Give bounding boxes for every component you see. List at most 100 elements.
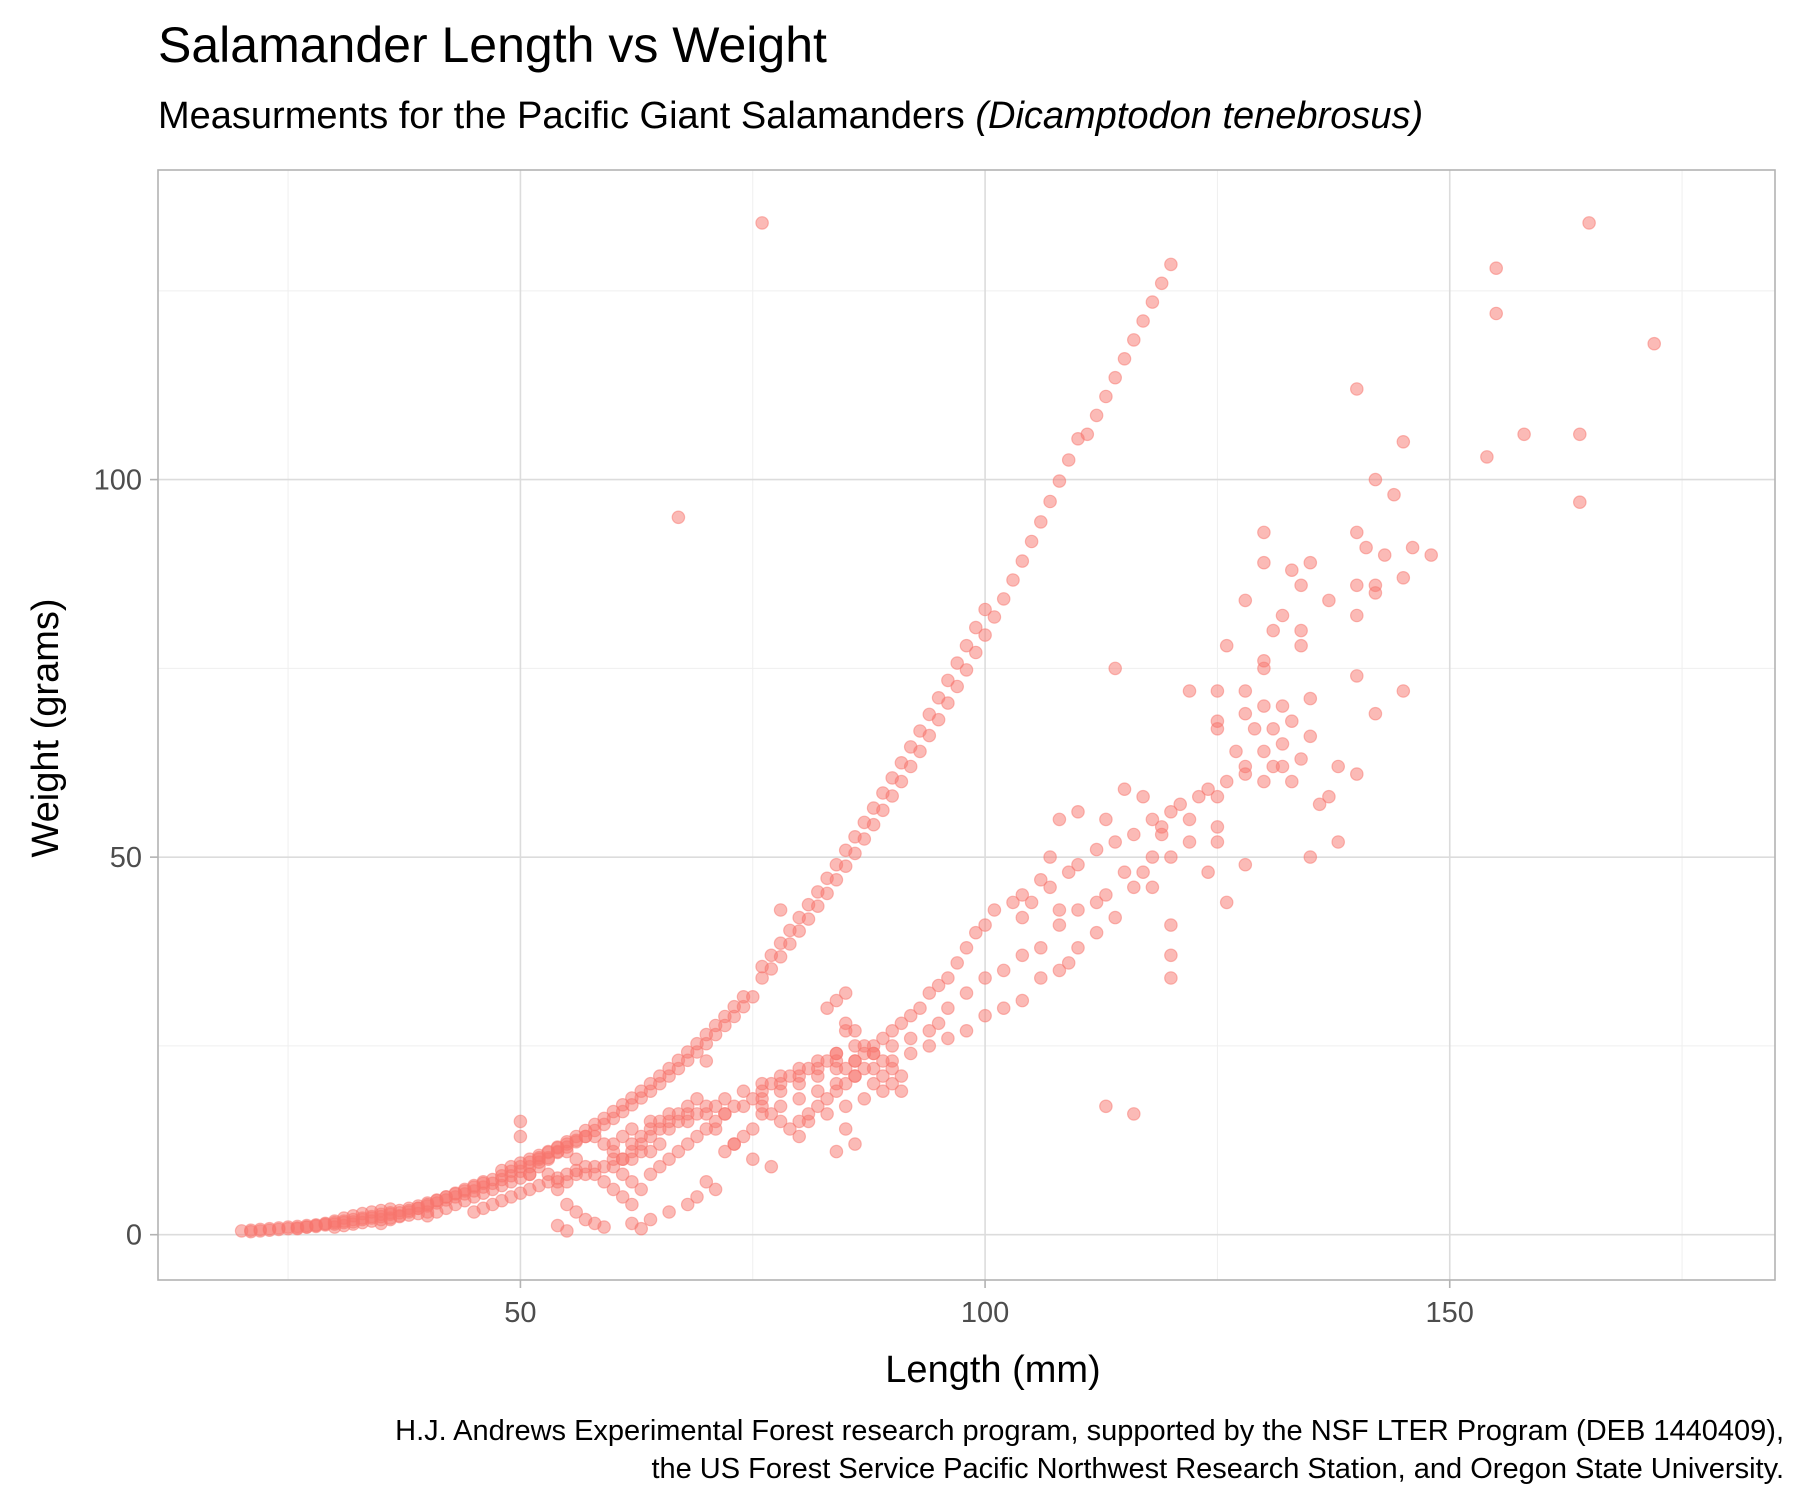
data-point (1294, 752, 1308, 766)
data-point (1257, 525, 1271, 540)
data-point (1182, 835, 1197, 849)
data-point (1182, 812, 1197, 827)
data-point (820, 1092, 834, 1106)
data-point (1257, 699, 1271, 713)
data-point (1331, 835, 1345, 849)
data-point (1350, 578, 1364, 593)
data-point (838, 986, 853, 1000)
data-point (1043, 880, 1057, 895)
data-point (1377, 548, 1392, 562)
data-point (1024, 895, 1039, 910)
data-point (736, 1099, 751, 1114)
data-point (792, 1114, 806, 1129)
data-point (857, 1061, 872, 1076)
data-point (978, 971, 992, 985)
data-point (680, 1197, 695, 1212)
data-point (922, 728, 937, 743)
data-point (866, 817, 881, 832)
data-point (1127, 827, 1141, 842)
data-point (1071, 804, 1085, 819)
data-point (1015, 554, 1030, 568)
data-point (857, 1092, 872, 1106)
data-point (1238, 767, 1253, 781)
data-point (1294, 638, 1308, 653)
data-point (1573, 495, 1587, 509)
data-point (1303, 691, 1318, 706)
data-point (745, 989, 760, 1004)
data-point (1145, 850, 1160, 864)
data-point (1210, 835, 1225, 849)
data-point (699, 1054, 714, 1068)
data-point (829, 993, 844, 1008)
data-point (773, 1099, 788, 1114)
data-point (792, 1061, 806, 1076)
data-point (1322, 789, 1336, 804)
data-point (578, 1129, 593, 1144)
data-point (894, 774, 909, 789)
data-point (1350, 767, 1364, 781)
data-point (1108, 910, 1122, 925)
data-point (1099, 812, 1113, 827)
data-point (1219, 774, 1234, 789)
data-point (1303, 729, 1318, 744)
data-point (1368, 472, 1383, 487)
data-point (1145, 295, 1160, 309)
data-point (885, 1024, 899, 1038)
data-point (950, 656, 964, 670)
data-point (1006, 573, 1020, 587)
data-point (1238, 593, 1253, 608)
data-point (1201, 782, 1215, 796)
data-point (736, 1129, 751, 1144)
data-point (838, 1099, 853, 1114)
data-point (550, 1218, 565, 1233)
data-point (1108, 661, 1122, 676)
data-point (848, 1137, 862, 1151)
data-point (1396, 570, 1411, 585)
data-point (903, 1046, 918, 1061)
data-point (857, 1039, 872, 1053)
data-point (1024, 534, 1039, 549)
x-tick-label: 50 (504, 1297, 536, 1329)
data-point (838, 1016, 853, 1031)
data-point (1582, 216, 1596, 230)
data-point (1117, 782, 1132, 796)
data-point (569, 1205, 583, 1219)
data-point (1052, 963, 1067, 978)
data-point (1257, 555, 1271, 570)
data-point (968, 925, 983, 940)
data-point (634, 1129, 648, 1144)
data-point (1015, 993, 1030, 1008)
data-point (801, 1107, 816, 1121)
data-point (1489, 306, 1503, 321)
data-point (745, 1092, 760, 1106)
data-point (922, 1039, 937, 1053)
data-point (1071, 903, 1085, 917)
data-point (1164, 918, 1178, 932)
data-point (699, 1175, 714, 1189)
data-point (959, 638, 974, 653)
data-point (1275, 699, 1290, 713)
data-point (885, 789, 899, 803)
data-point (1182, 684, 1197, 698)
data-point (1136, 789, 1150, 804)
data-point (913, 1001, 927, 1015)
data-point (1266, 623, 1280, 638)
data-point (829, 1046, 844, 1061)
data-point (671, 510, 686, 525)
data-point (838, 1061, 853, 1076)
data-point (597, 1220, 611, 1234)
data-point (1368, 706, 1383, 721)
data-point (1238, 857, 1253, 872)
data-point (829, 872, 844, 887)
data-point (903, 759, 918, 774)
data-point (1192, 789, 1206, 804)
data-point (699, 1107, 714, 1121)
data-point (1517, 427, 1531, 442)
data-point (941, 971, 955, 985)
data-point (718, 1092, 732, 1106)
data-point (978, 628, 992, 642)
data-point (987, 903, 1002, 917)
data-point (1034, 940, 1048, 955)
data-point (783, 1122, 797, 1136)
data-point (1359, 540, 1373, 555)
